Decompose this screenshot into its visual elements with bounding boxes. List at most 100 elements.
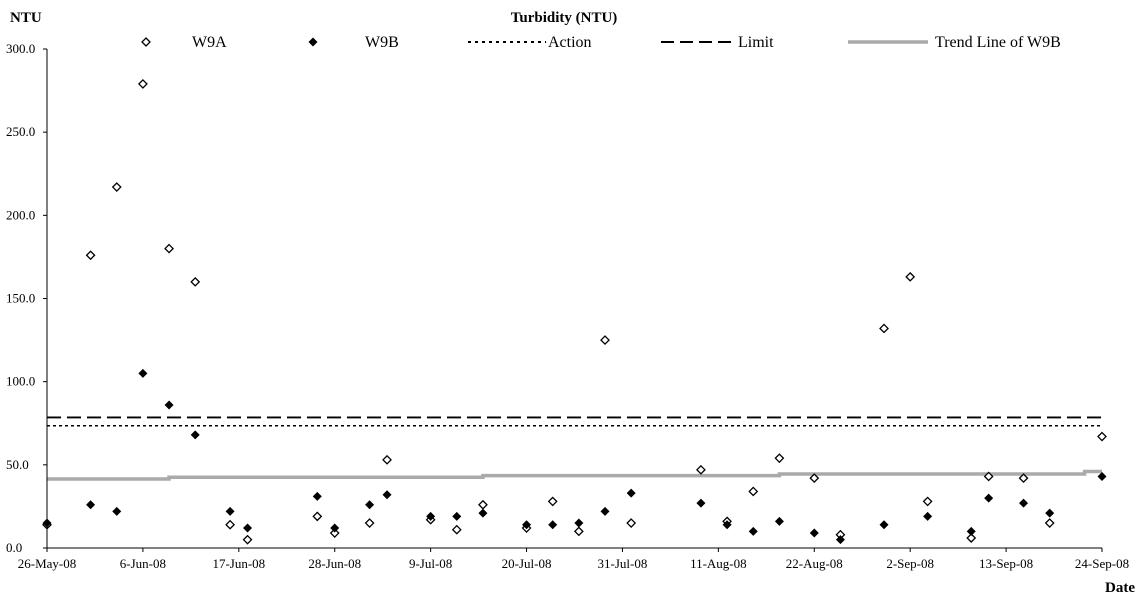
y-axis-title: NTU [10, 10, 42, 26]
w9a-point [748, 486, 759, 497]
w9b-point [478, 508, 488, 518]
x-tick-label: 26-May-08 [18, 556, 77, 571]
w9b-point [225, 506, 235, 516]
w9b-point [312, 491, 322, 501]
x-tick-label: 11-Aug-08 [690, 556, 747, 571]
w9b-point [522, 520, 532, 530]
w9a-point [242, 534, 253, 545]
x-tick-label: 20-Jul-08 [502, 556, 552, 571]
w9a-point [364, 518, 375, 528]
w9a-point [600, 335, 610, 346]
legend-w9a-label: W9A [192, 34, 227, 51]
legend-item-action: Action [468, 34, 592, 51]
w9b-point [243, 523, 253, 533]
w9a-point [774, 453, 785, 464]
w9a-point [879, 323, 889, 334]
w9a-point [85, 250, 96, 261]
legend-w9b-marker [308, 37, 318, 47]
y-tick-label: 50.0 [6, 457, 29, 472]
w9b-point [574, 518, 584, 528]
w9b-point [190, 430, 200, 440]
w9b-point [748, 526, 758, 536]
w9b-point [426, 511, 436, 521]
x-axis-title: Date [1105, 580, 1135, 596]
w9a-point [1097, 431, 1107, 442]
w9a-point [573, 526, 584, 537]
w9b-point [365, 500, 375, 510]
w9a-point [225, 519, 236, 530]
trend-line-series [47, 469, 1102, 481]
x-tick-label: 22-Aug-08 [786, 556, 843, 571]
w9b-point [835, 535, 845, 545]
y-tick-label: 0.0 [6, 540, 22, 555]
w9b-point [330, 523, 340, 533]
w9b-point [164, 400, 174, 410]
w9a-point [547, 496, 558, 507]
y-tick-label: 300.0 [6, 41, 35, 56]
chart-title: Turbidity (NTU) [511, 10, 618, 26]
x-tick-label: 28-Jun-08 [308, 556, 361, 571]
x-axis-ticks: 26-May-08 6-Jun-08 17-Jun-08 28-Jun-08 9-Jul… [18, 548, 1129, 571]
w9b-point [86, 500, 96, 510]
w9a-point [922, 496, 933, 507]
x-tick-label: 2-Sep-08 [886, 556, 934, 571]
w9b-point [112, 506, 122, 516]
y-axis-ticks: 0.0 50.0 100.0 150.0 200.0 250.0 300.0 [6, 41, 47, 555]
x-tick-label: 6-Jun-08 [120, 556, 166, 571]
legend-limit-label: Limit [738, 34, 774, 51]
legend: W9A W9B Action Limit Trend Line of W9B [141, 34, 1061, 51]
w9a-point [626, 518, 637, 528]
legend-item-limit: Limit [661, 34, 774, 51]
w9b-point [966, 526, 976, 536]
w9a-point [905, 271, 916, 282]
y-tick-label: 150.0 [6, 291, 35, 306]
w9a-point [478, 499, 488, 510]
x-tick-label: 13-Sep-08 [979, 556, 1033, 571]
w9b-point [984, 493, 994, 503]
w9a-point [382, 454, 392, 465]
w9a-point [111, 182, 122, 192]
w9a-point [696, 464, 706, 475]
x-tick-label: 9-Jul-08 [409, 556, 452, 571]
w9b-point [774, 516, 784, 526]
x-tick-label: 24-Sep-08 [1075, 556, 1129, 571]
w9b-point [548, 520, 558, 530]
w9b-point [1097, 471, 1107, 481]
w9b-point [809, 528, 819, 538]
w9b-point [452, 511, 462, 521]
w9b-point [1019, 498, 1029, 508]
y-tick-label: 250.0 [6, 124, 35, 139]
y-tick-label: 200.0 [6, 207, 35, 222]
w9a-point [1044, 518, 1055, 528]
w9a-point [983, 471, 994, 482]
w9a-point [312, 511, 323, 522]
w9a-point [164, 243, 174, 254]
legend-w9a-marker [141, 37, 151, 47]
legend-w9b-label: W9B [365, 34, 399, 51]
w9b-point [923, 511, 933, 521]
w9b-point [382, 490, 392, 500]
w9b-point [626, 488, 636, 498]
legend-item-w9a: W9A [141, 34, 227, 51]
trend-line-w9b [47, 469, 1102, 481]
legend-trend-label: Trend Line of W9B [935, 34, 1061, 51]
legend-item-trend: Trend Line of W9B [848, 34, 1061, 51]
w9a-point [1018, 473, 1029, 484]
y-tick-label: 100.0 [6, 374, 35, 389]
w9b-point [879, 520, 889, 530]
w9a-point [137, 79, 148, 89]
w9b-point [600, 506, 610, 516]
legend-action-label: Action [548, 34, 592, 51]
w9b-point [1045, 508, 1055, 518]
legend-item-w9b: W9B [308, 34, 399, 51]
x-tick-label: 17-Jun-08 [212, 556, 265, 571]
w9a-point [451, 524, 462, 535]
w9b-point [138, 368, 148, 378]
w9a-point [190, 276, 201, 287]
w9b-point [696, 498, 706, 508]
reference-lines [47, 416, 1102, 427]
w9b-point [722, 520, 732, 530]
w9a-point [329, 528, 340, 538]
w9a-point [809, 473, 820, 484]
